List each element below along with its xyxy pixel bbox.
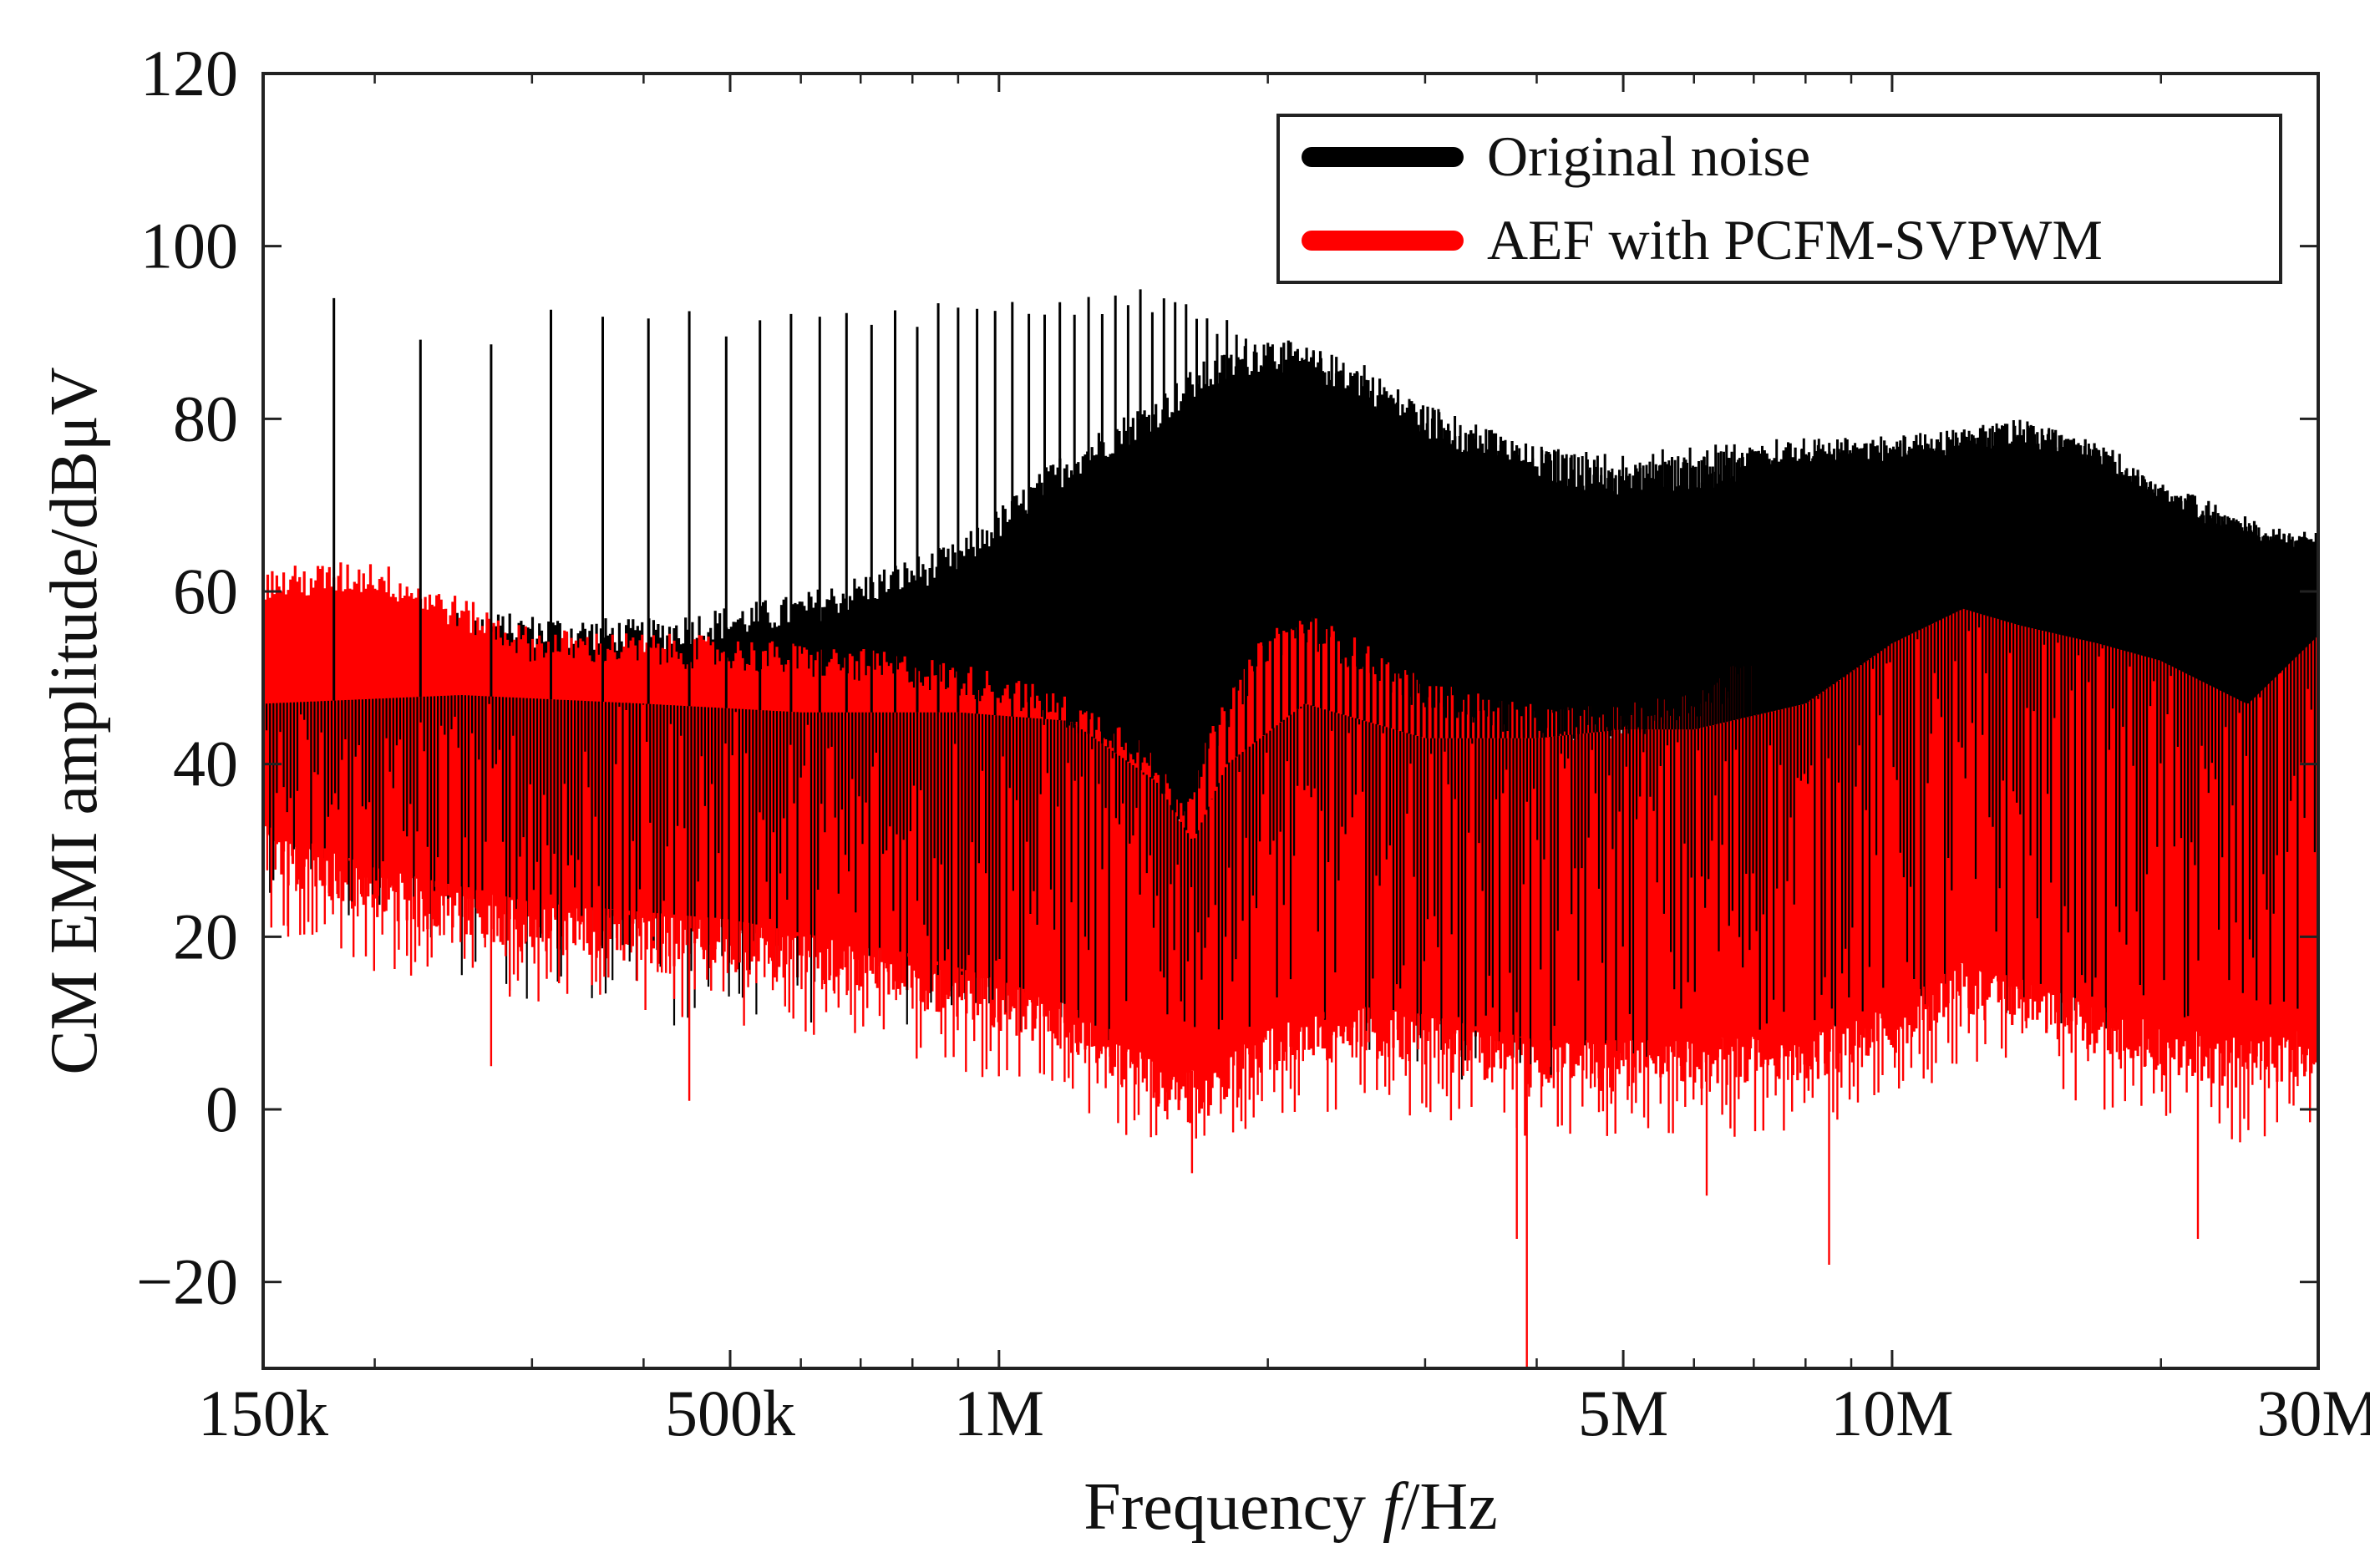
legend-label-aef-pcfm-svpwm: AEF with PCFM-SVPWM <box>1487 208 2103 271</box>
legend: Original noise AEF with PCFM-SVPWM <box>1276 114 2282 284</box>
x-tick-label: 500k <box>665 1377 795 1449</box>
x-axis-title-unit: /Hz <box>1401 1470 1498 1544</box>
y-tick-label: 0 <box>206 1073 238 1145</box>
legend-label-original-noise: Original noise <box>1487 124 1810 188</box>
plot-frame <box>261 72 2320 1370</box>
x-tick-label: 5M <box>1578 1377 1668 1449</box>
y-tick-label: 20 <box>173 900 238 972</box>
x-tick-label: 1M <box>954 1377 1044 1449</box>
x-tick-label: 150k <box>198 1377 328 1449</box>
y-tick-label: −20 <box>136 1246 238 1318</box>
x-axis-title: Frequency f/Hz <box>1084 1470 1497 1544</box>
x-tick-label: 30M <box>2256 1377 2370 1449</box>
axis-ticks: 120 100 80 60 40 20 0 −20 150k 500k 1M 5M 10M 30M <box>136 37 2370 1449</box>
y-tick-label: 120 <box>140 37 238 109</box>
y-tick-label: 100 <box>140 210 238 282</box>
harmonic-spikes <box>261 289 2320 1368</box>
legend-box <box>1276 114 2282 284</box>
x-tick-label: 10M <box>1830 1377 1953 1449</box>
original-noise-harmonic-peaks <box>332 289 2319 834</box>
y-axis-title: CM EMI amplitude/dBμV <box>38 367 111 1074</box>
y-tick-label: 40 <box>173 728 238 800</box>
y-tick-label: 80 <box>173 382 238 454</box>
x-axis-title-prefix: Frequency <box>1084 1470 1383 1544</box>
y-tick-label: 60 <box>173 555 238 627</box>
